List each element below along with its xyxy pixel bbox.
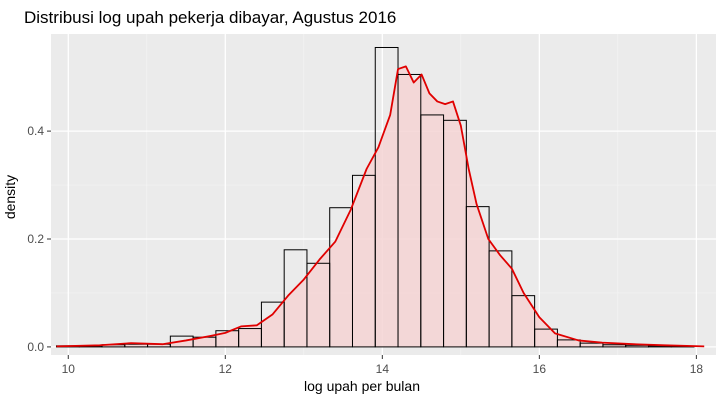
histogram-bar	[511, 295, 536, 348]
x-tick-label: 14	[376, 362, 390, 376]
x-tick-label: 16	[533, 362, 547, 376]
density-line	[56, 65, 705, 348]
x-tick-label: 18	[690, 362, 704, 376]
histogram-bar	[534, 328, 558, 348]
x-tick-label: 12	[219, 362, 233, 376]
x-axis-title: log upah per bulan	[304, 378, 420, 394]
y-tick-label: 0.4	[27, 124, 44, 138]
chart-title: Distribusi log upah pekerja dibayar, Agu…	[24, 8, 397, 27]
density-area	[56, 66, 705, 347]
x-tick-label: 10	[62, 362, 76, 376]
y-tick-label: 0.0	[27, 340, 44, 354]
y-tick-label: 0.2	[27, 232, 44, 246]
